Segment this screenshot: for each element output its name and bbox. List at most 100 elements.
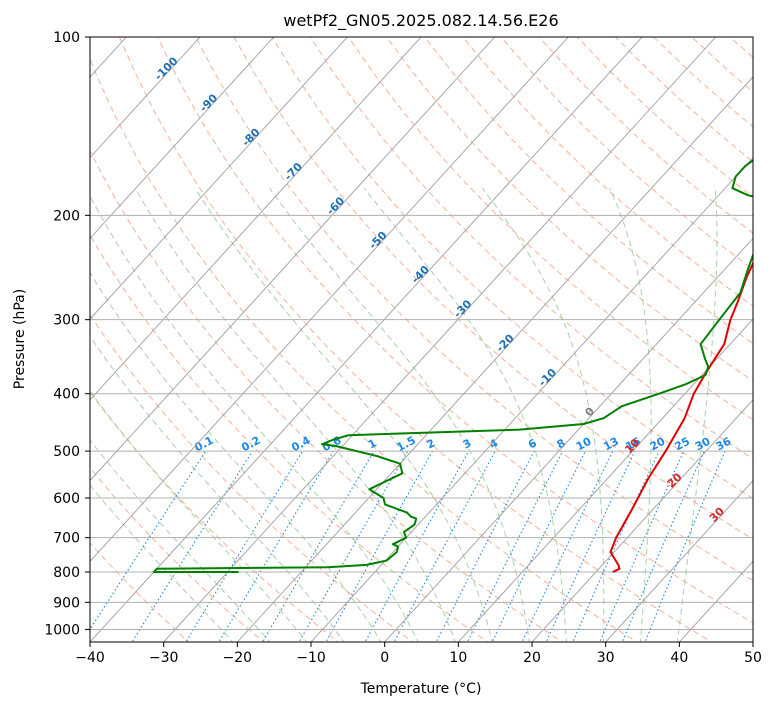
x-tick-label: 50 [744,650,762,666]
dry-adiabat-line [90,313,414,642]
x-tick-label: 20 [523,650,541,666]
isotherm-label: -50 [366,228,389,251]
moist-adiabat-line [90,390,308,642]
dry-adiabats [90,37,775,644]
mixing-ratio-line [325,450,433,642]
x-axis-ticks: −40 −30 −20 −10 0 10 20 30 40 50 [75,642,762,666]
mixing-ratio-line [90,450,207,631]
mixing-ratio-line [218,450,334,642]
isotherm-line [90,37,569,562]
mixing-ratio-line [521,450,614,642]
dry-adiabat-line [271,37,753,500]
dry-adiabat-line [500,37,753,270]
dry-adiabat-line [90,57,638,642]
y-tick-label: 100 [53,30,80,46]
mixing-ratio-line [491,450,586,642]
isotherm-label: 40 [749,539,769,559]
isotherm-line [90,37,275,240]
dry-adiabat-line [538,37,753,234]
isotherm-label: -60 [324,194,347,217]
mixing-ratio-line [466,450,564,642]
dry-adiabat-line [233,37,753,540]
mixing-ratio-label: 20 [648,435,668,454]
mixing-ratio-line [644,450,726,642]
isotherms [90,37,753,642]
isotherm-label: -10 [536,366,559,389]
x-tick-label: −10 [296,650,326,666]
isotherm-line [90,37,643,642]
mixing-ratio-line [393,450,496,642]
y-tick-label: 700 [53,531,80,547]
x-tick-label: 30 [597,650,615,666]
isotherm-line [163,37,717,642]
x-axis-label: Temperature (°C) [360,681,482,697]
mixing-ratio-label: 10 [574,435,594,454]
isotherm-label: 30 [707,505,727,525]
isotherm-line [90,37,348,320]
y-tick-label: 600 [53,491,80,507]
y-tick-label: 300 [53,313,80,329]
isotherm-line [752,641,753,642]
dry-adiabat-line [347,37,753,421]
moist-adiabats [90,187,718,642]
moist-adiabat-line [90,335,345,642]
mixing-ratio-line [185,450,304,642]
isotherm-line [90,37,496,482]
dry-adiabat-line [424,37,753,344]
moist-adiabat-line [90,271,382,642]
mixing-ratio-label: 4 [487,436,500,451]
mixing-ratio-label: 1 [366,436,379,451]
mixing-ratio-line [572,450,660,642]
isotherm-label: 20 [665,470,685,490]
mixing-ratio-line [262,450,375,642]
isotherm-label: 10 [622,436,642,456]
isotherm-label: -20 [494,331,517,354]
dry-adiabat-line [576,37,753,198]
pressure-gridlines [90,37,753,630]
y-tick-label: 200 [53,208,80,224]
isotherm-line [90,37,201,159]
dry-adiabat-line [90,391,340,642]
x-tick-label: 10 [449,650,467,666]
isotherm-line [90,37,422,401]
dry-adiabat-line [309,37,753,460]
mixing-ratio-line [364,450,470,642]
isotherm-line [384,237,753,642]
mixing-ratio-label: 2 [424,436,437,451]
isotherm-line [237,76,753,642]
mixing-ratio-line [131,450,254,642]
dry-adiabat-line [90,542,190,642]
y-tick-label: 1000 [44,622,80,638]
isotherm-line [310,156,753,642]
moist-adiabat-line [134,187,456,642]
dry-adiabat-line [386,37,753,382]
plot-frame [89,36,754,643]
moist-adiabat-line [676,188,718,642]
moist-adiabat-line [90,194,419,642]
dry-adiabat-line [768,37,775,644]
x-tick-label: 40 [670,650,688,666]
mixing-ratio-label: 6 [526,436,539,451]
x-tick-label: −40 [75,650,105,666]
y-tick-label: 500 [53,444,80,460]
isotherm-line [605,479,753,642]
moist-adiabat-line [90,439,271,642]
plot-area: 0.1 0.2 0.4 0.6 1 1.5 2 3 4 6 8 10 13 16 20 25 30 36 -100… [90,37,775,644]
moist-adiabat-line [194,187,493,642]
isotherm-line [679,560,753,642]
mixing-ratio-label: 25 [672,435,692,454]
moist-adiabat-line [609,187,652,642]
moist-adiabat-line [90,484,234,642]
dewpoint-profile-line [152,159,753,573]
mixing-ratio-label: 30 [693,435,713,454]
isotherm-label: -30 [451,297,474,320]
chart-title: wetPf2_GN05.2025.082.14.56.E26 [283,11,558,31]
profiles [152,159,753,573]
x-tick-label: 0 [380,650,389,666]
moist-adiabat-line [481,187,605,642]
dry-adiabat-line [118,37,713,642]
mixing-ratio-line [545,450,636,642]
mixing-ratio-line [621,450,705,642]
dry-adiabat-line [462,37,753,307]
